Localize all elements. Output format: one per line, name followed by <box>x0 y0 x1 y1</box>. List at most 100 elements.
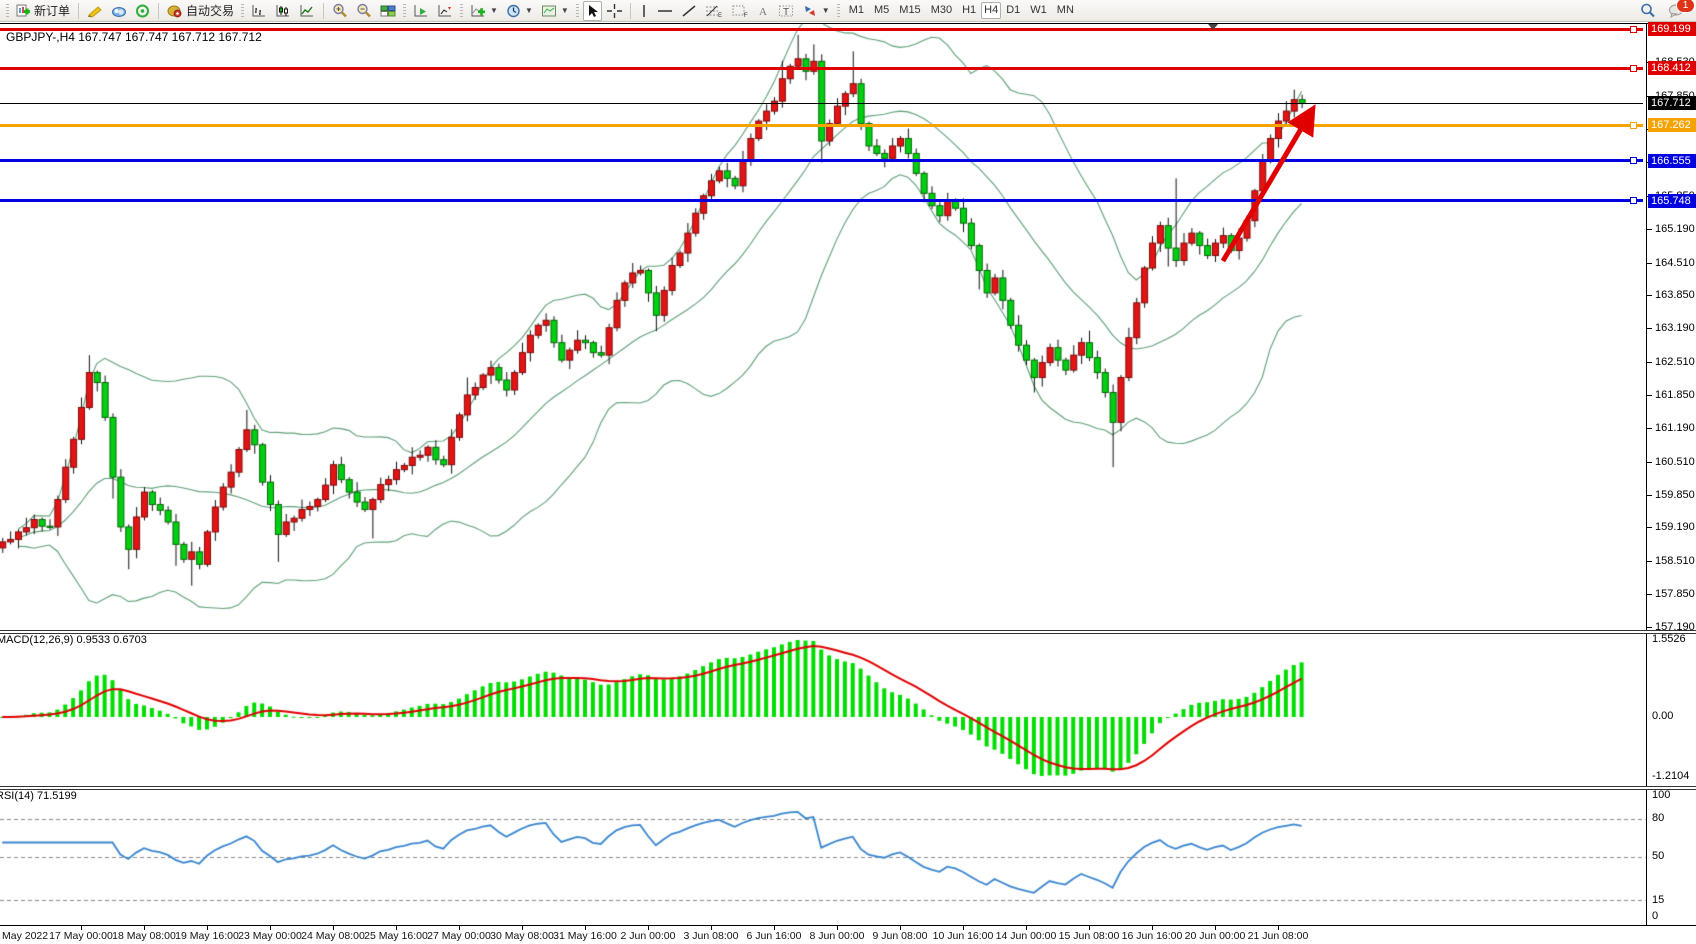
bars-chart-button[interactable] <box>248 2 270 20</box>
timeframe-button-h1[interactable]: H1 <box>962 4 977 16</box>
crosshair-button[interactable] <box>604 2 625 20</box>
hline-handle[interactable] <box>1630 121 1637 129</box>
templates-button[interactable]: ▼ <box>538 2 572 20</box>
candles-chart-icon <box>276 4 290 16</box>
templates-caret: ▼ <box>560 6 569 15</box>
chart-shift-button[interactable] <box>434 2 456 20</box>
hline-167.712[interactable] <box>0 102 1643 104</box>
crayon-button[interactable] <box>84 2 106 20</box>
rsi-panel-divider[interactable] <box>0 786 1696 790</box>
fibonacci-button[interactable]: E <box>702 2 726 20</box>
auto-scroll-button[interactable] <box>410 2 432 20</box>
shapes-caret: ▼ <box>821 6 830 15</box>
chart-shift-icon <box>438 4 452 16</box>
price-tick <box>1647 427 1652 429</box>
time-label: 16 Jun 16:00 <box>1121 930 1183 942</box>
timeframe-button-m1[interactable]: M1 <box>848 4 864 16</box>
new-order-button[interactable]: 新订单 <box>13 2 73 20</box>
timeframe-button-m15[interactable]: M15 <box>899 4 921 16</box>
time-label: 30 May 08:00 <box>490 930 554 942</box>
hline-167.262[interactable] <box>0 121 1643 129</box>
macd-scale-min: -1.2104 <box>1652 770 1690 782</box>
chart-shift-marker[interactable] <box>1208 24 1218 30</box>
macd-scale-max: 1.5526 <box>1652 633 1686 645</box>
trendline-button[interactable] <box>678 2 700 20</box>
text-button[interactable]: A <box>754 2 773 20</box>
indicators-caret: ▼ <box>490 6 498 15</box>
grid-button[interactable]: F <box>728 2 752 20</box>
search-button[interactable] <box>1637 2 1659 20</box>
crayon-icon <box>88 5 102 18</box>
time-tick <box>837 926 838 930</box>
search-icon <box>1641 3 1655 18</box>
timeframe-button-m30[interactable]: M30 <box>930 4 953 16</box>
rsi-label: RSI(14) 71.5199 <box>0 790 77 802</box>
hline-handle[interactable] <box>1630 197 1637 205</box>
time-label: 25 May 16:00 <box>364 930 428 942</box>
notifications-button[interactable]: 1 <box>1665 0 1695 20</box>
periods-button[interactable]: ▼ <box>503 2 536 20</box>
line-chart-button[interactable] <box>296 2 318 20</box>
hline-handle[interactable] <box>1630 64 1637 72</box>
signals-icon <box>136 4 150 17</box>
indicators-button[interactable]: ▼ <box>467 2 501 20</box>
price-label-167.262: 167.262 <box>1648 118 1696 133</box>
vline-button[interactable] <box>636 2 652 20</box>
hline-169.199[interactable] <box>0 25 1643 33</box>
timeframe-button-m5[interactable]: M5 <box>874 4 890 16</box>
time-tick <box>585 926 586 930</box>
cursor-button[interactable] <box>582 0 602 21</box>
price-tick <box>1647 362 1652 364</box>
hline-button[interactable] <box>654 2 676 20</box>
templates-icon <box>541 5 556 16</box>
svg-text:F: F <box>744 13 748 18</box>
macd-panel-divider[interactable] <box>0 630 1696 634</box>
hline-handle[interactable] <box>1630 157 1637 165</box>
time-tick <box>1089 926 1090 930</box>
price-tick <box>1647 394 1652 396</box>
signals-button[interactable] <box>132 2 153 20</box>
time-tick <box>270 926 271 930</box>
periods-caret: ▼ <box>524 6 533 15</box>
time-tick <box>963 926 964 930</box>
zoom-out-button[interactable] <box>353 2 375 20</box>
timeframe-button-h4[interactable]: H4 <box>981 2 1002 19</box>
price-tick-label: 163.190 <box>1655 322 1695 335</box>
time-tick <box>711 926 712 930</box>
price-tick <box>1647 594 1652 596</box>
time-label: 17 May 00:00 <box>49 930 113 942</box>
autotrade-button[interactable]: 自动交易 <box>164 2 237 20</box>
time-label: 31 May 16:00 <box>553 930 617 942</box>
grid-icon: F <box>732 5 748 18</box>
time-tick <box>396 926 397 930</box>
price-tick-label: 161.190 <box>1655 421 1695 434</box>
hline-168.412[interactable] <box>0 64 1643 72</box>
candles-chart-button[interactable] <box>272 2 294 20</box>
hline-handle[interactable] <box>1630 25 1637 33</box>
price-tick <box>1647 262 1652 264</box>
time-tick <box>774 926 775 930</box>
zoom-in-button[interactable] <box>329 2 351 20</box>
price-tick <box>1647 228 1652 230</box>
timeframe-button-d1[interactable]: D1 <box>1006 4 1021 16</box>
hline-165.748[interactable] <box>0 197 1643 205</box>
shapes-button[interactable]: ▼ <box>799 2 833 20</box>
vline-icon <box>643 4 645 17</box>
timeframe-button-w1[interactable]: W1 <box>1030 4 1047 16</box>
price-tick <box>1647 461 1652 463</box>
price-tick <box>1647 527 1652 529</box>
time-label: 24 May 08:00 <box>301 930 365 942</box>
price-axis-border <box>1646 24 1647 925</box>
crosshair-icon <box>606 3 622 18</box>
time-label: 27 May 00:00 <box>427 930 491 942</box>
label-button[interactable]: T <box>775 2 797 20</box>
periods-clock-icon <box>507 4 520 17</box>
text-label-icon: T <box>778 5 793 18</box>
tile-windows-button[interactable] <box>377 2 399 20</box>
profiles-button[interactable] <box>108 2 130 20</box>
hline-166.555[interactable] <box>0 157 1643 165</box>
price-tick-label: 157.850 <box>1655 588 1695 601</box>
timeframe-button-mn[interactable]: MN <box>1056 4 1074 16</box>
price-tick-label: 160.510 <box>1655 455 1695 468</box>
